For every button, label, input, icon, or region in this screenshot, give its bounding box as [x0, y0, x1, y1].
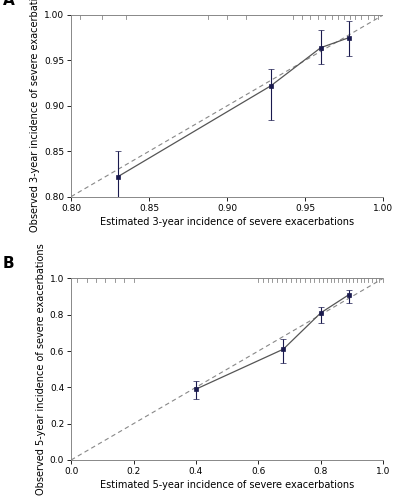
Y-axis label: Observed 3-year incidence of severe exacerbations: Observed 3-year incidence of severe exac…: [30, 0, 40, 232]
Text: B: B: [2, 256, 14, 271]
X-axis label: Estimated 3-year incidence of severe exacerbations: Estimated 3-year incidence of severe exa…: [100, 216, 354, 226]
Text: A: A: [2, 0, 14, 8]
Y-axis label: Observed 5-year incidence of severe exacerbations: Observed 5-year incidence of severe exac…: [36, 244, 45, 495]
X-axis label: Estimated 5-year incidence of severe exacerbations: Estimated 5-year incidence of severe exa…: [100, 480, 354, 490]
